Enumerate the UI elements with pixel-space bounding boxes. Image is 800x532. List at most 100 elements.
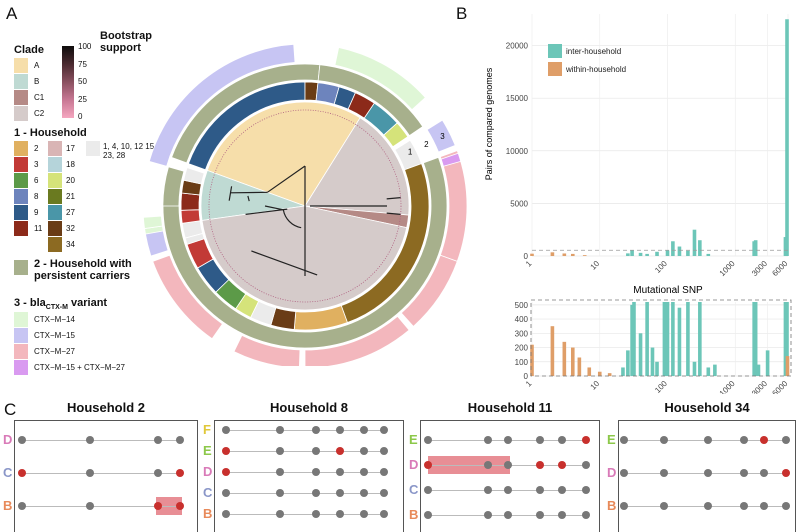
histogram-bar bbox=[655, 252, 659, 256]
histogram-bar bbox=[671, 302, 675, 376]
sample-dot bbox=[620, 436, 628, 444]
household-label: 9 bbox=[34, 208, 38, 217]
sample-dot bbox=[536, 511, 544, 519]
ring-label: 2 bbox=[424, 140, 429, 149]
histogram-bar bbox=[626, 350, 630, 376]
individual-label: C bbox=[3, 465, 12, 480]
bootstrap-tick-label: 0 bbox=[78, 112, 82, 121]
x-tick-label: 10 bbox=[589, 379, 602, 392]
variant-ring-segment bbox=[143, 216, 162, 229]
x-tick-label: 6000 bbox=[770, 259, 789, 278]
legend-label: inter-household bbox=[566, 47, 621, 56]
histogram-bar bbox=[766, 350, 770, 376]
clade-swatch bbox=[14, 106, 28, 121]
clade-label: C2 bbox=[34, 109, 44, 118]
sample-dot bbox=[760, 502, 768, 510]
histogram-bar bbox=[707, 254, 711, 256]
histogram-bar bbox=[785, 19, 789, 256]
sample-dot bbox=[704, 436, 712, 444]
histogram-bar bbox=[678, 308, 682, 376]
histogram-bar bbox=[583, 255, 587, 256]
household-label: 8 bbox=[34, 192, 38, 201]
histogram-bar bbox=[666, 251, 670, 256]
histogram-bar bbox=[626, 253, 630, 256]
sample-dot bbox=[558, 486, 566, 494]
sample-dot bbox=[380, 447, 388, 455]
histogram-bar bbox=[678, 247, 682, 256]
clade-swatch bbox=[14, 74, 28, 89]
sample-dot bbox=[222, 489, 230, 497]
variant-swatch bbox=[14, 344, 28, 359]
legend-swatch bbox=[548, 44, 562, 58]
variant-label: CTX−M−15 bbox=[34, 331, 75, 340]
individual-label: E bbox=[607, 432, 616, 447]
histogram-bar bbox=[663, 302, 667, 376]
sample-dot bbox=[18, 502, 26, 510]
sample-dot bbox=[582, 486, 590, 494]
household-swatch bbox=[14, 173, 28, 188]
y-axis-label: Pairs of compared genomes bbox=[484, 67, 494, 180]
sample-dot bbox=[782, 436, 790, 444]
individual-label: D bbox=[3, 432, 12, 447]
sample-dot bbox=[536, 486, 544, 494]
household-label: 18 bbox=[66, 160, 75, 169]
histogram-bar bbox=[551, 252, 555, 256]
sample-dot bbox=[760, 436, 768, 444]
sample-dot bbox=[312, 489, 320, 497]
individual-label: C bbox=[409, 482, 418, 497]
household-swatch bbox=[48, 189, 62, 204]
clade-swatch bbox=[14, 90, 28, 105]
sample-dot bbox=[380, 489, 388, 497]
sample-dot bbox=[154, 436, 162, 444]
y-tick-label: 500 bbox=[515, 301, 529, 310]
x-tick-label: 100 bbox=[653, 379, 669, 394]
individual-label: C bbox=[203, 485, 212, 500]
household-label: 20 bbox=[66, 176, 75, 185]
household-swatch bbox=[48, 157, 62, 172]
sample-dot bbox=[312, 426, 320, 434]
variant-swatch bbox=[14, 328, 28, 343]
household-timeline-box bbox=[14, 420, 198, 532]
sample-dot bbox=[424, 461, 432, 469]
bootstrap-tick-label: 75 bbox=[78, 60, 87, 69]
x-tick-label: 3000 bbox=[750, 379, 769, 394]
y-tick-label: 15000 bbox=[506, 94, 529, 103]
individual-label: B bbox=[409, 507, 418, 522]
sample-dot bbox=[660, 436, 668, 444]
sample-dot bbox=[380, 426, 388, 434]
sample-dot bbox=[740, 502, 748, 510]
sample-dot bbox=[176, 502, 184, 510]
household-ring-segment bbox=[181, 210, 200, 224]
variant-legend-title: 3 - blaCTX-M variant bbox=[14, 297, 107, 311]
household-ring-segment bbox=[181, 193, 200, 210]
x-tick-label: 1000 bbox=[718, 259, 737, 278]
sample-dot bbox=[360, 426, 368, 434]
histogram-bar bbox=[693, 362, 697, 376]
household-timeline-box bbox=[214, 420, 404, 532]
legend-swatch bbox=[548, 62, 562, 76]
individual-label: D bbox=[409, 457, 418, 472]
histogram-bar bbox=[563, 253, 567, 256]
clade-label: C1 bbox=[34, 93, 44, 102]
legend-label: within-household bbox=[565, 65, 626, 74]
clade-swatch bbox=[14, 58, 28, 73]
histogram-bar bbox=[645, 254, 649, 256]
histogram-bar bbox=[698, 240, 702, 256]
histogram-bar bbox=[632, 302, 636, 376]
y-tick-label: 10000 bbox=[506, 147, 529, 156]
individual-label: D bbox=[607, 465, 616, 480]
histogram-bar bbox=[630, 250, 634, 256]
y-tick-label: 5000 bbox=[510, 199, 528, 208]
histogram-bar bbox=[639, 253, 643, 256]
household-title: Household 8 bbox=[214, 400, 404, 415]
histogram-bar bbox=[598, 372, 602, 376]
sample-dot bbox=[484, 461, 492, 469]
sample-dot bbox=[782, 469, 790, 477]
sample-dot bbox=[276, 447, 284, 455]
sample-dot bbox=[558, 436, 566, 444]
variant-swatch bbox=[14, 312, 28, 327]
x-tick-label: 1000 bbox=[718, 379, 737, 394]
ring-label: 3 bbox=[440, 132, 445, 141]
x-tick-label: 1 bbox=[524, 379, 534, 389]
